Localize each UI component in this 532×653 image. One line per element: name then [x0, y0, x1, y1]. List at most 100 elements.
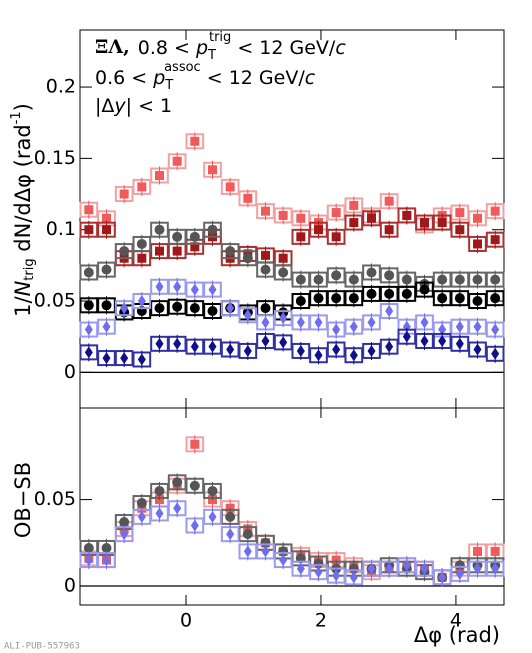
- marker: [438, 334, 447, 347]
- data-point: [114, 525, 134, 544]
- data-point: [238, 542, 258, 561]
- y-axis-label: 1/Ntrig dN/dΔφ (rad-1): [9, 103, 37, 317]
- marker: [296, 562, 305, 575]
- data-point: [220, 340, 240, 359]
- marker: [296, 316, 305, 329]
- marker: [83, 542, 94, 553]
- y-tick-label: 0.2: [46, 76, 76, 98]
- data-point: [150, 220, 169, 239]
- marker: [83, 267, 94, 278]
- data-point: [150, 166, 169, 185]
- data-point: [185, 337, 205, 356]
- marker: [260, 303, 271, 314]
- marker: [402, 559, 411, 572]
- data-point: [150, 242, 169, 261]
- data-point: [344, 568, 364, 587]
- data-point: [309, 346, 328, 365]
- marker: [242, 253, 253, 264]
- data-point: [220, 525, 240, 544]
- data-point: [344, 270, 364, 289]
- data-point: [309, 563, 328, 582]
- data-point: [114, 349, 134, 368]
- marker: [454, 293, 465, 304]
- marker: [172, 156, 182, 166]
- marker: [155, 280, 164, 293]
- marker: [101, 542, 112, 553]
- marker: [261, 545, 270, 558]
- bottom-frame: [79, 407, 505, 606]
- marker: [190, 283, 199, 296]
- marker: [190, 439, 200, 449]
- data-point: [150, 504, 169, 523]
- data-point: [273, 309, 293, 328]
- marker: [172, 477, 183, 488]
- marker: [225, 511, 236, 522]
- data-point: [397, 327, 417, 346]
- data-point: [167, 334, 187, 353]
- marker: [208, 340, 217, 353]
- marker: [261, 250, 270, 260]
- marker: [438, 323, 447, 336]
- marker: [119, 246, 130, 257]
- marker: [314, 566, 323, 579]
- marker: [226, 528, 235, 541]
- marker: [154, 224, 165, 235]
- marker: [84, 323, 93, 336]
- data-point: [185, 299, 205, 318]
- marker: [331, 208, 341, 218]
- marker: [385, 305, 394, 318]
- data-point: [256, 313, 275, 332]
- y-tick-label: 0.15: [34, 147, 76, 169]
- data-point: [79, 551, 99, 570]
- marker: [420, 316, 429, 329]
- marker: [84, 554, 93, 567]
- marker: [473, 546, 482, 556]
- data-point: [220, 299, 240, 318]
- marker: [454, 274, 465, 285]
- data-point: [79, 320, 99, 339]
- marker: [455, 567, 464, 580]
- marker: [226, 343, 235, 356]
- marker: [472, 274, 483, 285]
- marker: [225, 246, 236, 257]
- marker: [473, 343, 482, 356]
- data-point: [291, 313, 311, 332]
- marker: [384, 288, 395, 299]
- data-point: [379, 220, 399, 239]
- marker: [384, 225, 394, 235]
- data-point: [450, 270, 470, 289]
- marker: [101, 264, 112, 275]
- marker: [243, 344, 252, 357]
- data-point: [468, 209, 487, 228]
- marker: [349, 320, 358, 333]
- marker: [490, 206, 500, 216]
- marker: [348, 274, 359, 285]
- data-point: [309, 220, 328, 239]
- data-point: [185, 227, 205, 246]
- data-point: [291, 341, 311, 360]
- marker: [137, 182, 147, 192]
- data-point: [397, 556, 417, 575]
- data-point: [326, 227, 346, 246]
- marker: [367, 344, 376, 357]
- annotation: ΞΛ, 0.8 < pTtrig < 12 GeV/c: [95, 30, 346, 63]
- marker: [279, 554, 288, 567]
- data-point: [450, 203, 470, 222]
- data-point: [326, 340, 346, 359]
- data-point: [468, 234, 487, 253]
- data-point: [273, 551, 293, 570]
- data-point: [79, 296, 99, 315]
- data-point: [397, 284, 417, 303]
- data-point: [344, 213, 364, 232]
- marker: [331, 293, 342, 304]
- marker: [155, 507, 164, 520]
- marker: [490, 546, 500, 556]
- marker: [137, 510, 146, 523]
- marker: [137, 295, 146, 308]
- marker: [473, 320, 482, 333]
- marker: [242, 529, 253, 540]
- data-point: [344, 196, 364, 215]
- y-tick-label: 0.1: [46, 218, 76, 240]
- marker: [367, 316, 376, 329]
- data-point: [238, 189, 258, 208]
